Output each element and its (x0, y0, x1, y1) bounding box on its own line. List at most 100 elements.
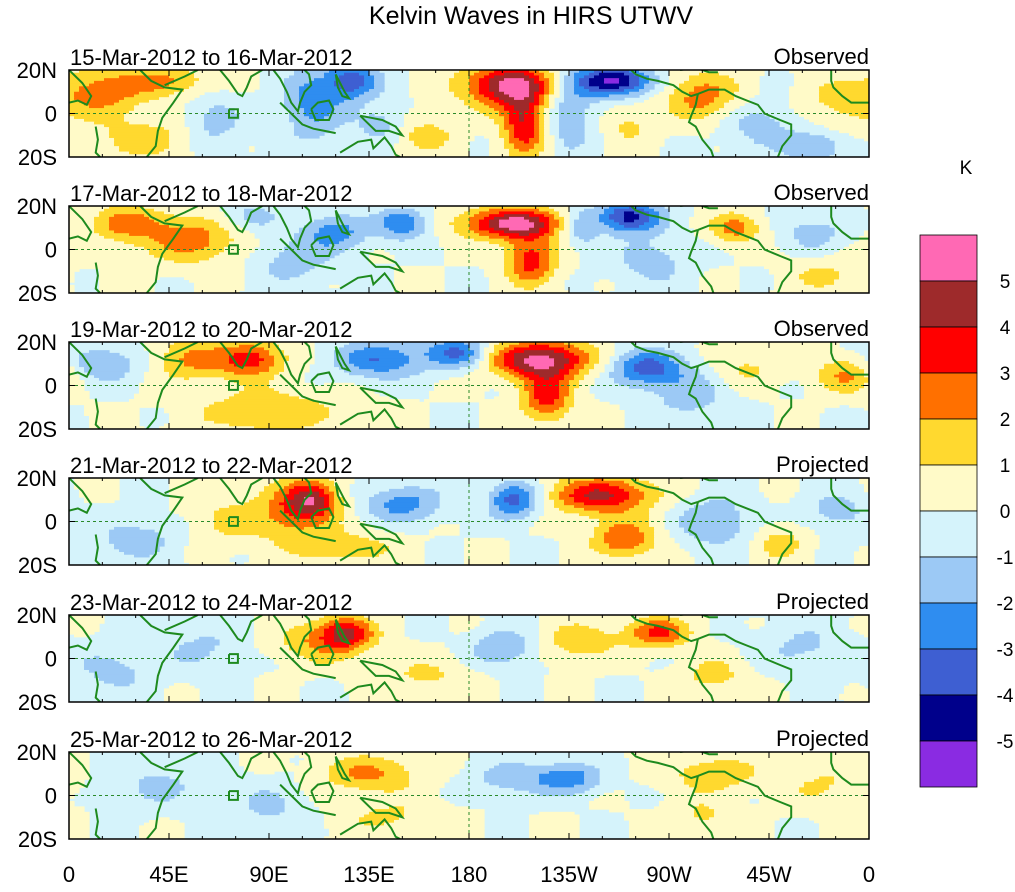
field-cell (544, 94, 550, 98)
field-cell (484, 636, 525, 641)
field-cell (69, 146, 120, 150)
coastline (164, 70, 199, 87)
field-cell (799, 380, 820, 384)
field-cell (724, 105, 740, 109)
field-cell (369, 502, 385, 506)
coastline (94, 534, 101, 565)
field-cell (479, 219, 490, 223)
field-cell (544, 146, 555, 150)
field-cell (544, 693, 595, 698)
field-cell (834, 361, 850, 365)
field-cell (564, 399, 575, 403)
field-cell (559, 233, 570, 237)
field-cell (639, 371, 665, 376)
y-tick-label: 20S (18, 827, 57, 852)
field-cell (714, 110, 730, 115)
field-cell (579, 358, 590, 362)
field-cell (534, 396, 560, 400)
field-cell (594, 344, 615, 349)
field-cell (794, 235, 830, 240)
field-cell (519, 377, 530, 381)
field-cell (589, 80, 605, 85)
field-cell (824, 513, 855, 517)
field-cell (519, 497, 530, 501)
field-cell (539, 257, 550, 261)
field-cell (314, 516, 330, 520)
field-cell (334, 480, 355, 485)
field-cell (229, 235, 255, 240)
coastline (687, 93, 715, 157)
field-cell (539, 636, 555, 641)
field-cell (574, 89, 590, 93)
field-cell (669, 72, 700, 77)
field-cell (324, 491, 335, 495)
field-cell (214, 219, 230, 223)
field-cell (184, 89, 220, 93)
colorbar-tick-label: -4 (997, 686, 1014, 707)
field-cell (364, 129, 385, 134)
field-cell (569, 146, 575, 150)
field-cell (349, 773, 385, 778)
field-cell (69, 211, 100, 215)
field-cell (709, 113, 730, 117)
field-cell (729, 382, 785, 387)
field-cell (679, 773, 755, 778)
field-cell (149, 363, 165, 368)
field-cell (579, 214, 600, 218)
field-cell (594, 287, 615, 291)
field-cell (579, 211, 605, 215)
field-cell (794, 551, 815, 555)
field-cell (354, 89, 370, 93)
field-cell (344, 524, 370, 528)
field-cell (169, 685, 195, 690)
field-cell (644, 699, 790, 702)
field-cell (659, 499, 680, 504)
field-cell (164, 423, 230, 427)
coastline (139, 342, 185, 429)
field-cell (569, 371, 580, 376)
field-cell (229, 505, 270, 509)
field-cell (624, 371, 640, 376)
field-cell (94, 672, 135, 676)
field-cell (344, 784, 410, 788)
field-cell (514, 105, 530, 109)
field-cell (449, 347, 460, 351)
field-cell (549, 244, 560, 248)
field-cell (739, 127, 785, 131)
field-cell (484, 776, 540, 780)
field-cell (319, 809, 375, 813)
field-cell (129, 151, 160, 155)
field-cell (564, 97, 625, 101)
field-cell (524, 369, 560, 373)
field-cell (529, 497, 535, 501)
field-cell (364, 650, 450, 654)
field-cell (479, 206, 550, 210)
field-cell (614, 208, 645, 213)
field-cell (139, 825, 185, 829)
field-cell (309, 631, 325, 635)
field-cell (69, 260, 175, 264)
field-cell (229, 244, 260, 248)
field-cell (109, 222, 160, 226)
field-cell (299, 787, 360, 791)
field-cell (119, 75, 170, 79)
field-cell (589, 800, 630, 805)
field-cell (749, 545, 765, 550)
field-cell (119, 99, 150, 104)
field-cell (589, 483, 610, 487)
panel-label: Observed (774, 44, 869, 69)
field-cell (554, 409, 570, 414)
field-cell (529, 404, 565, 408)
field-cell (659, 790, 695, 794)
field-cell (339, 86, 360, 90)
field-cell (84, 102, 115, 106)
field-cell (189, 535, 260, 539)
field-cell (609, 491, 630, 495)
field-cell (374, 80, 385, 85)
field-cell (729, 99, 750, 104)
field-cell (484, 358, 490, 362)
field-cell (669, 634, 680, 638)
field-cell (634, 102, 670, 106)
field-cell (174, 91, 205, 96)
field-cell (324, 642, 355, 646)
